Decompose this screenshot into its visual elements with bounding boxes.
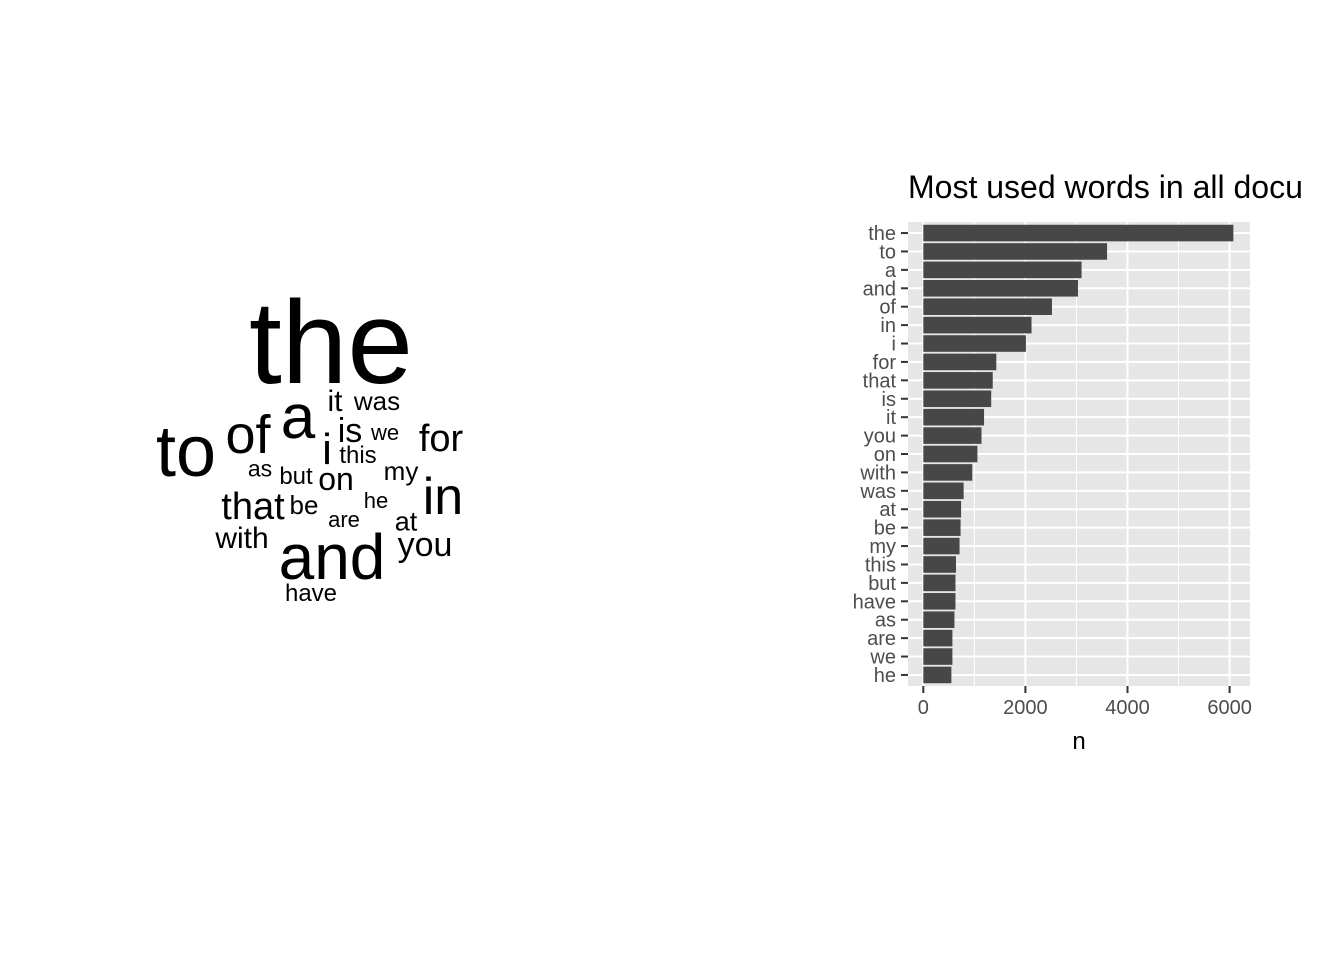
bar-he	[923, 666, 952, 684]
bar-and	[923, 280, 1078, 297]
bar-but	[923, 574, 956, 592]
y-tick-label-this: this	[865, 554, 896, 576]
y-tick-label-i: i	[892, 334, 896, 356]
y-tick-label-in: in	[880, 315, 896, 337]
bar-that	[923, 372, 993, 389]
y-tick-label-he: he	[874, 665, 896, 687]
y-tick-label-to: to	[879, 241, 896, 263]
cloud-word-of: of	[225, 405, 271, 465]
bar-as	[923, 611, 955, 628]
y-tick-label-as: as	[875, 610, 896, 632]
bars	[923, 224, 1234, 684]
y-tick-label-for: for	[873, 352, 897, 374]
y-tick-label-be: be	[874, 518, 896, 540]
cloud-word-as: as	[247, 455, 273, 482]
bar-of	[923, 298, 1052, 315]
y-tick-label-at: at	[879, 499, 896, 521]
x-tick-label-2000: 2000	[1003, 697, 1048, 719]
cloud-word-at: at	[394, 506, 418, 537]
bar-the	[923, 224, 1234, 242]
bar-have	[923, 593, 956, 610]
bar-was	[923, 482, 964, 500]
cloud-word-to: to	[155, 412, 217, 492]
cloud-word-have: have	[284, 580, 338, 607]
bar-at	[923, 500, 962, 518]
cloud-word-this: this	[339, 442, 377, 469]
cloud-word-you: you	[397, 526, 453, 564]
y-tick-label-but: but	[868, 573, 896, 595]
y-tick-label-have: have	[853, 591, 896, 613]
cloud-word-in: in	[422, 468, 464, 526]
cloud-word-a: a	[280, 383, 316, 452]
cloud-word-and: and	[278, 521, 386, 593]
cloud-word-on: on	[318, 461, 354, 497]
cloud-word-i: i	[322, 425, 332, 474]
cloud-word-it: it	[327, 385, 343, 418]
y-axis: thetoaandofiniforthatisityouonwithwasatb…	[853, 223, 908, 687]
cloud-word-for: for	[418, 418, 464, 460]
x-tick-label-6000: 6000	[1207, 697, 1252, 719]
y-tick-label-the: the	[868, 223, 896, 245]
y-tick-label-we: we	[869, 647, 896, 669]
x-axis: 0 2000 4000 6000	[918, 686, 1252, 719]
bar-i	[923, 335, 1026, 352]
y-tick-label-that: that	[863, 370, 897, 392]
cloud-word-he: he	[363, 488, 389, 513]
y-tick-label-was: was	[859, 481, 896, 503]
y-tick-label-and: and	[863, 278, 896, 300]
bar-this	[923, 556, 956, 573]
y-tick-label-of: of	[879, 297, 896, 319]
bar-you	[923, 427, 982, 444]
wordcloud: the to a and of in i for that is it you …	[155, 277, 464, 607]
cloud-word-be: be	[289, 490, 319, 520]
cloud-word-is: is	[337, 412, 363, 450]
y-tick-label-with: with	[859, 462, 896, 484]
x-tick-label-4000: 4000	[1105, 697, 1150, 719]
cloud-word-that: that	[221, 486, 285, 528]
bar-for	[923, 353, 997, 371]
bar-it	[923, 408, 985, 426]
bar-on	[923, 445, 978, 463]
chart-title: Most used words in all docu	[908, 169, 1303, 205]
bar-are	[923, 629, 953, 647]
bar-we	[923, 648, 953, 665]
bar-is	[923, 390, 992, 408]
cloud-word-but: but	[279, 463, 313, 490]
y-tick-label-is: is	[882, 389, 896, 411]
x-axis-title: n	[1072, 728, 1085, 755]
bar-be	[923, 519, 961, 536]
y-tick-label-on: on	[874, 444, 896, 466]
y-tick-label-it: it	[886, 407, 896, 429]
bar-chart-svg: thetoaandofiniforthatisityouonwithwasatb…	[853, 169, 1303, 755]
cloud-word-was: was	[353, 386, 401, 416]
x-tick-label-0: 0	[918, 697, 929, 719]
cloud-word-are: are	[328, 507, 360, 532]
y-tick-label-are: are	[867, 628, 896, 650]
cloud-word-we: we	[370, 420, 400, 445]
bar-a	[923, 261, 1082, 279]
bar-my	[923, 537, 960, 555]
cloud-word-the: the	[248, 277, 414, 409]
bar-chart: the to a and of in i for that is it you on with was at b…	[672, 0, 1344, 960]
y-tick-label-you: you	[864, 426, 896, 448]
cloud-word-with: with	[215, 522, 269, 555]
bar-to	[923, 243, 1108, 260]
y-tick-label-my: my	[869, 536, 896, 558]
y-tick-label-a: a	[885, 260, 897, 282]
bar-with	[923, 464, 973, 481]
cloud-word-my: my	[383, 456, 419, 486]
bar-in	[923, 316, 1032, 334]
